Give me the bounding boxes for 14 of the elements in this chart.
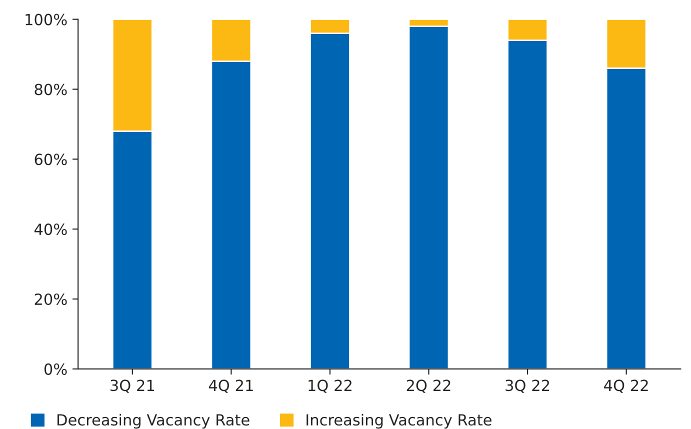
x-tick-label: 3Q 22 [506,380,550,393]
x-tick-label: 4Q 22 [604,380,648,393]
legend-label: Decreasing Vacancy Rate [58,414,250,429]
y-tick-label: 80% [34,84,67,96]
x-tick-label: 3Q 21 [110,380,154,393]
y-tick-label: 100% [26,14,67,26]
x-tick-label: 4Q 21 [208,380,253,393]
y-tick-label: 20% [34,293,67,306]
y-tick-label: 60% [34,154,67,166]
x-tick-label: 2Q 22 [406,380,450,393]
legend-label: Increasing Vacancy Rate [306,414,492,429]
y-tick-label: 0% [44,363,67,375]
y-tick-label: 40% [34,224,67,236]
x-tick-label: 1Q 22 [308,380,352,393]
